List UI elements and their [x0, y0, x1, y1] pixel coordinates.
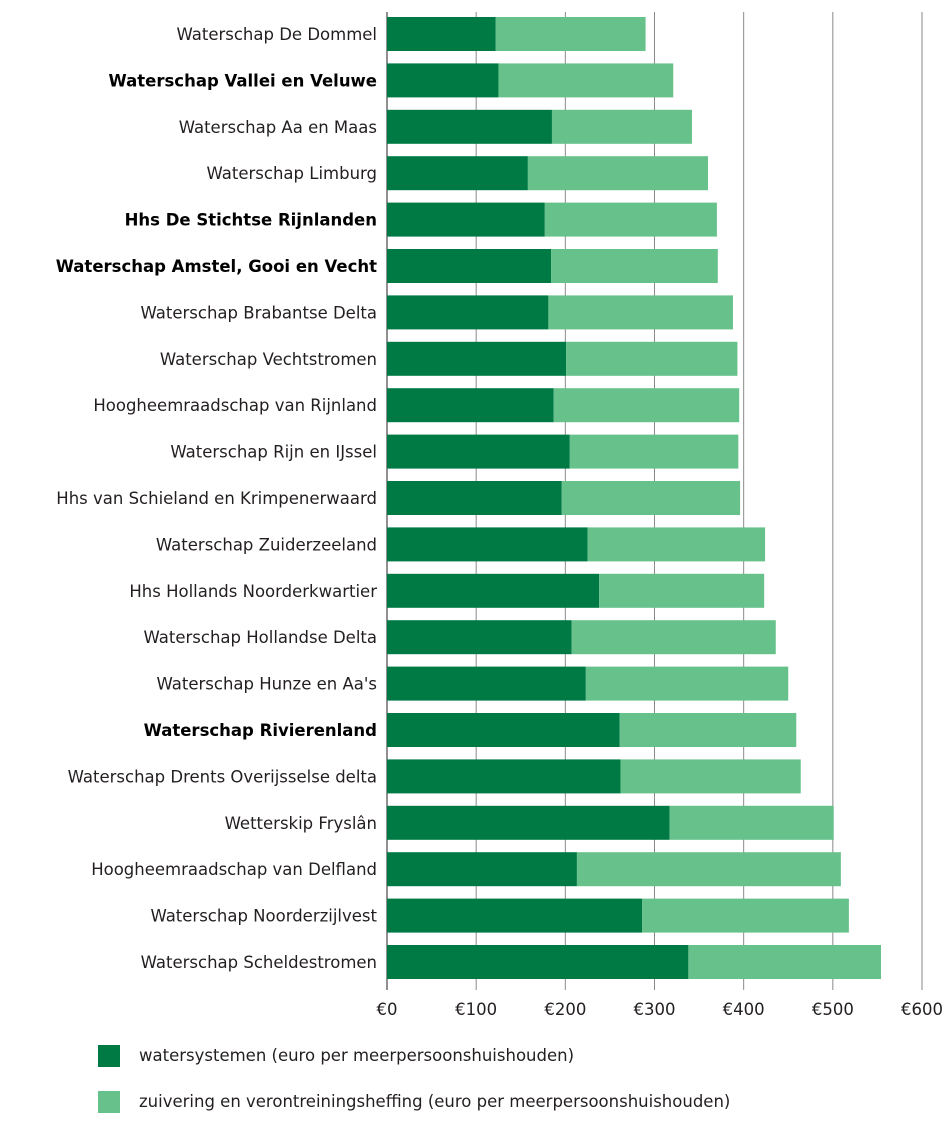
category-label-waterschap-vallei-en-veluwe: Waterschap Vallei en Veluwe: [109, 71, 377, 90]
bar-waterschap-limburg-series-1: [387, 156, 528, 191]
category-label-waterschap-rivierenland: Waterschap Rivierenland: [144, 721, 377, 740]
category-labels: Waterschap De Dommel Waterschap Vallei en…: [56, 25, 378, 972]
category-label-waterschap-scheldestromen: Waterschap Scheldestromen: [141, 953, 377, 972]
category-label-wetterskip-fryslan: Wetterskip Fryslân: [225, 814, 377, 833]
x-tick-labels: €0 €100 €200 €300 €400 €500 €600: [377, 1000, 944, 1019]
legend-item-watersystemen: watersystemen (euro per meerpersoonshuis…: [98, 1043, 730, 1068]
legend-label-zuivering: zuivering en verontreiningsheffing (euro…: [139, 1092, 731, 1111]
bar-waterschap-hunze-en-aa-s-series-1: [387, 666, 586, 701]
bar-waterschap-de-dommel-series-1: [387, 17, 496, 51]
bar-waterschap-noorderzijlvest-series-2: [642, 898, 849, 933]
stacked-bar-chart: Waterschap De Dommel Waterschap Vallei en…: [56, 12, 944, 1019]
bar-waterschap-de-dommel-series-2: [495, 17, 646, 51]
bar-waterschap-hollandse-delta-series-1: [387, 620, 572, 655]
bar-waterschap-vechtstromen-series-2: [566, 341, 738, 376]
bar-hhs-van-schieland-en-krimpenerwaard-series-2: [561, 481, 741, 515]
x-tick-label-600: €600: [901, 1000, 943, 1019]
x-tick-label-400: €400: [723, 1000, 765, 1019]
category-label-hhs-de-stichtse-rijnlanden: Hhs De Stichtse Rijnlanden: [125, 211, 377, 230]
bar-waterschap-vechtstromen-series-1: [387, 341, 567, 376]
bar-waterschap-drents-overijsselse-delta-series-2: [620, 759, 801, 794]
bar-waterschap-brabantse-delta-series-1: [387, 295, 549, 330]
category-label-hhs-hollands-noorderkwartier: Hhs Hollands Noorderkwartier: [129, 582, 377, 601]
bar-waterschap-amstel-gooi-en-vecht-series-2: [551, 249, 718, 283]
bar-hoogheemraadschap-van-rijnland-series-1: [387, 388, 554, 423]
category-label-waterschap-zuiderzeeland: Waterschap Zuiderzeeland: [156, 535, 377, 554]
category-label-waterschap-de-dommel: Waterschap De Dommel: [176, 25, 377, 44]
bar-waterschap-rivierenland-series-2: [619, 713, 797, 747]
legend-swatch-zuivering: [98, 1090, 120, 1113]
bar-waterschap-rijn-en-ijssel-series-2: [569, 434, 739, 469]
bar-waterschap-scheldestromen-series-1: [387, 945, 689, 979]
x-tick-label-100: €100: [455, 1000, 497, 1019]
legend-swatch-watersystemen: [98, 1044, 120, 1067]
legend-label-watersystemen: watersystemen (euro per meerpersoonshuis…: [139, 1046, 575, 1065]
category-label-waterschap-rijn-en-ijssel: Waterschap Rijn en IJssel: [170, 443, 377, 462]
bar-waterschap-zuiderzeeland-series-1: [387, 527, 588, 562]
bar-hhs-de-stichtse-rijnlanden-series-1: [387, 202, 545, 237]
x-tick-label-200: €200: [544, 1000, 586, 1019]
bar-waterschap-rivierenland-series-1: [387, 713, 620, 747]
category-label-waterschap-hunze-en-aa-s: Waterschap Hunze en Aa's: [157, 675, 378, 694]
bar-waterschap-scheldestromen-series-2: [688, 945, 881, 979]
category-label-waterschap-aa-en-maas: Waterschap Aa en Maas: [179, 118, 377, 137]
legend: watersystemen (euro per meerpersoonshuis…: [98, 1043, 730, 1135]
category-label-waterschap-vechtstromen: Waterschap Vechtstromen: [160, 350, 377, 369]
bars: [387, 17, 881, 979]
bar-wetterskip-fryslan-series-1: [387, 805, 670, 840]
bar-waterschap-vallei-en-veluwe-series-2: [498, 63, 674, 98]
bar-waterschap-limburg-series-2: [527, 156, 708, 191]
bar-waterschap-drents-overijsselse-delta-series-1: [387, 759, 621, 794]
bar-waterschap-hunze-en-aa-s-series-2: [585, 666, 789, 701]
bar-waterschap-aa-en-maas-series-1: [387, 109, 552, 144]
bar-hhs-hollands-noorderkwartier-series-2: [599, 573, 765, 608]
bar-waterschap-hollandse-delta-series-2: [571, 620, 776, 655]
x-tick-label-300: €300: [634, 1000, 676, 1019]
category-label-hoogheemraadschap-van-rijnland: Hoogheemraadschap van Rijnland: [93, 396, 377, 415]
bar-hhs-van-schieland-en-krimpenerwaard-series-1: [387, 481, 562, 515]
category-label-waterschap-brabantse-delta: Waterschap Brabantse Delta: [141, 303, 377, 322]
category-label-hoogheemraadschap-van-delfland: Hoogheemraadschap van Delfland: [91, 860, 377, 879]
category-label-waterschap-drents-overijsselse-delta: Waterschap Drents Overijsselse delta: [68, 767, 377, 786]
bar-hoogheemraadschap-van-rijnland-series-2: [553, 388, 740, 423]
x-tick-label-0: €0: [377, 1000, 398, 1019]
category-label-waterschap-amstel-gooi-en-vecht: Waterschap Amstel, Gooi en Vecht: [56, 257, 377, 276]
bar-waterschap-noorderzijlvest-series-1: [387, 898, 643, 933]
bar-waterschap-amstel-gooi-en-vecht-series-1: [387, 249, 552, 283]
category-label-hhs-van-schieland-en-krimpenerwaard: Hhs van Schieland en Krimpenerwaard: [56, 489, 377, 508]
bar-wetterskip-fryslan-series-2: [669, 805, 834, 840]
bar-hhs-de-stichtse-rijnlanden-series-2: [544, 202, 717, 237]
bar-hhs-hollands-noorderkwartier-series-1: [387, 573, 600, 608]
bar-waterschap-aa-en-maas-series-2: [551, 109, 692, 144]
bar-waterschap-rijn-en-ijssel-series-1: [387, 434, 570, 469]
category-label-waterschap-limburg: Waterschap Limburg: [207, 164, 377, 183]
x-tick-label-500: €500: [812, 1000, 854, 1019]
bar-hoogheemraadschap-van-delfland-series-1: [387, 852, 577, 887]
bar-waterschap-vallei-en-veluwe-series-1: [387, 63, 499, 98]
bar-waterschap-zuiderzeeland-series-2: [587, 527, 766, 562]
category-label-waterschap-noorderzijlvest: Waterschap Noorderzijlvest: [150, 907, 377, 926]
category-label-waterschap-hollandse-delta: Waterschap Hollandse Delta: [144, 628, 377, 647]
legend-item-zuivering: zuivering en verontreiningsheffing (euro…: [98, 1089, 730, 1114]
bar-waterschap-brabantse-delta-series-2: [548, 295, 733, 330]
bar-hoogheemraadschap-van-delfland-series-2: [576, 852, 841, 887]
